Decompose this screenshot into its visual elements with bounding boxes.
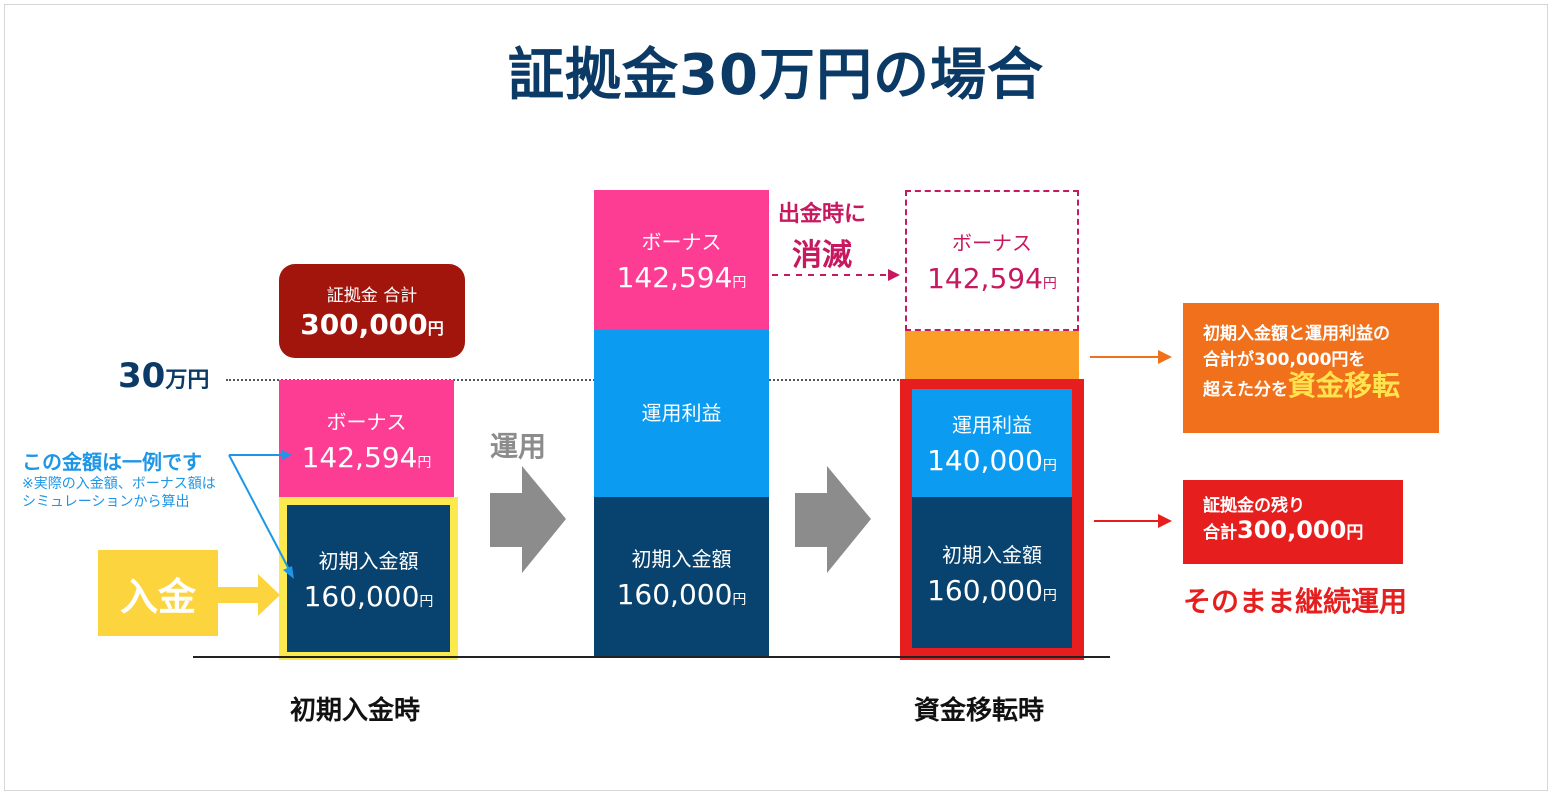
caption-transfer: 資金移転時 — [914, 696, 1045, 726]
transfer-deposit-label: 初期入金額 — [942, 542, 1042, 567]
example-pointer — [228, 454, 293, 576]
transfer-profit-block: 運用利益 140,000円 — [912, 389, 1072, 497]
example-note: この金額は一例です — [22, 450, 202, 474]
page-title: 証拠金30万円の場合 — [508, 43, 1044, 108]
transfer-profit-label: 運用利益 — [952, 413, 1032, 437]
level-line — [226, 379, 906, 381]
initial-deposit-amount: 160,000円 — [303, 579, 434, 613]
example-pointer-head-1 — [282, 450, 292, 460]
middle-bonus-block: ボーナス 142,594円 — [594, 190, 769, 330]
operation-arrow — [490, 466, 566, 573]
example-subnote: ※実際の入金額、ボーナス額は シミュレーションから算出 — [22, 476, 216, 510]
operation-label: 運用 — [490, 430, 547, 463]
remaining-info-arrow-head — [1158, 514, 1172, 528]
initial-deposit-block: 初期入金額 160,000円 — [287, 505, 450, 652]
slide-frame — [4, 4, 1548, 791]
baseline — [193, 656, 1110, 658]
middle-deposit-label: 初期入金額 — [631, 547, 732, 571]
continue-note: そのまま継続運用 — [1183, 585, 1408, 618]
transfer-bonus-label: ボーナス — [952, 230, 1032, 255]
initial-deposit-label: 初期入金額 — [318, 548, 419, 573]
transfer-arrow — [795, 466, 871, 573]
deposit-arrow — [218, 574, 280, 616]
middle-deposit-block: 初期入金額 160,000円 — [594, 497, 769, 657]
transfer-profit-amount: 140,000円 — [927, 444, 1057, 477]
total-badge: 証拠金 合計 300,000円 — [279, 264, 465, 358]
transfer-excess-block — [905, 331, 1079, 379]
example-pointer-head-2 — [283, 566, 294, 579]
level-unit: 万円 — [165, 368, 210, 393]
middle-profit-label: 運用利益 — [641, 401, 722, 425]
transfer-deposit-amount: 160,000円 — [927, 573, 1057, 607]
middle-bonus-amount: 142,594円 — [616, 261, 747, 294]
total-badge-amount: 300,000円 — [300, 308, 444, 341]
transfer-deposit-block: 初期入金額 160,000円 — [912, 497, 1072, 648]
middle-profit-block: 運用利益 — [594, 330, 769, 497]
transfer-info-arrow-head — [1158, 350, 1172, 364]
total-badge-label: 証拠金 合計 — [326, 286, 418, 306]
initial-bonus-label: ボーナス — [326, 410, 407, 434]
remaining-info-box: 証拠金の残り 合計300,000円 — [1183, 480, 1403, 564]
vanish-note: 出金時に 消滅 — [778, 202, 867, 273]
transfer-bonus-block: ボーナス 142,594円 — [905, 190, 1079, 331]
level-label: 30万円 — [118, 356, 209, 396]
initial-bonus-amount: 142,594円 — [301, 441, 432, 474]
initial-bonus-block: ボーナス 142,594円 — [279, 380, 454, 500]
caption-initial: 初期入金時 — [290, 696, 421, 726]
transfer-info-box: 初期入金額と運用利益の 合計が300,000円を 超えた分を資金移転 — [1183, 303, 1439, 433]
middle-deposit-amount: 160,000円 — [616, 578, 747, 611]
deposit-tag: 入金 — [98, 550, 218, 636]
level-value: 30 — [118, 356, 166, 396]
middle-bonus-label: ボーナス — [641, 230, 722, 254]
transfer-bonus-amount: 142,594円 — [927, 261, 1057, 295]
vanish-arrow-head — [888, 269, 900, 281]
